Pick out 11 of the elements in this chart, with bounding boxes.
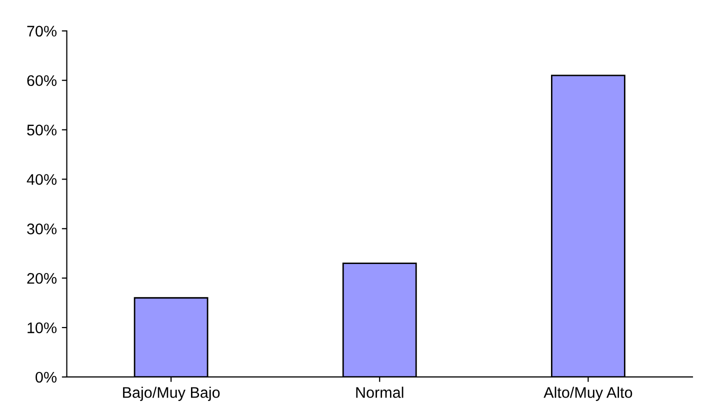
y-tick-label: 30% bbox=[27, 224, 57, 234]
y-tick-label: 70% bbox=[27, 26, 57, 37]
y-tick-label: 60% bbox=[27, 75, 57, 86]
x-tick-label: Alto/Muy Alto bbox=[544, 386, 632, 401]
y-tick-label: 40% bbox=[26, 174, 57, 185]
y-tick-label: 10% bbox=[28, 322, 57, 334]
y-tick-label: 0% bbox=[36, 372, 57, 383]
x-tick-label: Normal bbox=[356, 386, 404, 398]
y-tick-label: 20% bbox=[27, 272, 57, 284]
y-tick-label: 50% bbox=[27, 124, 57, 136]
x-tick-label: Bajo/Muy Bajo bbox=[123, 386, 220, 401]
